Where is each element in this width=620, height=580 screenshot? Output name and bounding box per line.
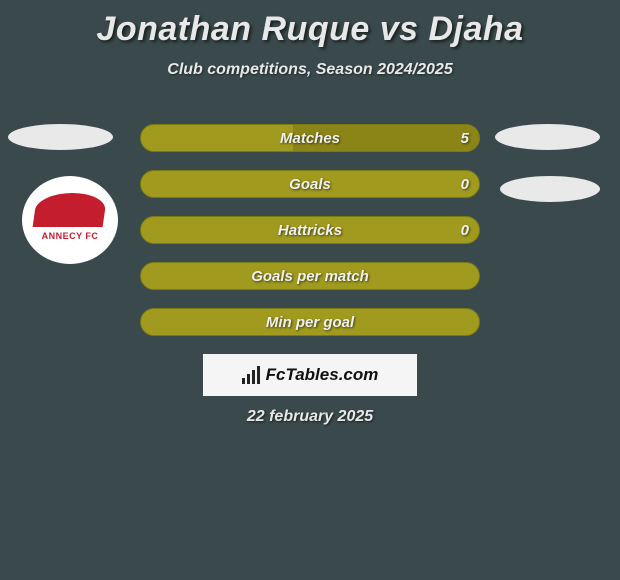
page-subtitle: Club competitions, Season 2024/2025 <box>0 61 620 79</box>
comparison-rows: Matches5Goals0Hattricks0Goals per matchM… <box>140 124 480 354</box>
row-label: Goals per match <box>141 263 479 289</box>
comparison-row: Hattricks0 <box>140 216 480 244</box>
club-logo-text: ANNECY FC <box>42 231 99 241</box>
row-value-right: 0 <box>461 171 469 197</box>
player-left-avatar-placeholder <box>8 124 113 150</box>
player-right-avatar-placeholder <box>495 124 600 150</box>
bar-chart-icon <box>242 366 260 384</box>
club-logo-swoosh <box>33 193 108 227</box>
comparison-row: Min per goal <box>140 308 480 336</box>
row-value-right: 0 <box>461 217 469 243</box>
page-title: Jonathan Ruque vs Djaha <box>0 0 620 49</box>
snapshot-date: 22 february 2025 <box>0 408 620 426</box>
fctables-text: FcTables.com <box>266 365 379 385</box>
row-label: Matches <box>141 125 479 151</box>
row-value-right: 5 <box>461 125 469 151</box>
row-label: Min per goal <box>141 309 479 335</box>
row-label: Hattricks <box>141 217 479 243</box>
comparison-row: Goals0 <box>140 170 480 198</box>
comparison-row: Goals per match <box>140 262 480 290</box>
row-label: Goals <box>141 171 479 197</box>
fctables-badge[interactable]: FcTables.com <box>203 354 417 396</box>
club-right-logo-placeholder <box>500 176 600 202</box>
comparison-row: Matches5 <box>140 124 480 152</box>
club-left-logo: ANNECY FC <box>22 176 118 264</box>
